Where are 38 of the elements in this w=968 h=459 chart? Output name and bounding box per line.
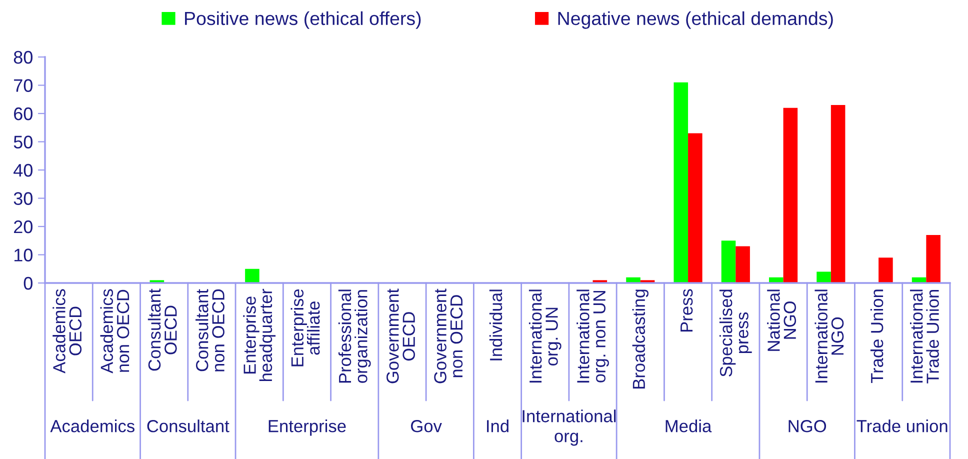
x-tick-label: Consultant OECD (148, 288, 177, 371)
x-tick-label: Broadcasting (632, 290, 648, 388)
x-tick-label: Trade Union (870, 290, 884, 384)
text: Ind (487, 420, 508, 432)
text: Academics (50, 420, 134, 432)
legend-label: Positive news (ethical offers) (185, 11, 421, 29)
text: International org. (522, 410, 616, 446)
x-tick-label: Enterprise headquarter (243, 288, 276, 381)
y-tick-label: 50 (14, 136, 32, 148)
y-tick-label: 80 (14, 50, 32, 64)
text: Consultant (147, 420, 230, 432)
y-tick-label: 0 (24, 276, 32, 290)
y-tick-label: 10 (14, 248, 32, 262)
x-tick-label: Press (680, 289, 693, 332)
y-tick-label: 20 (14, 220, 32, 234)
x-tick-label: Academics OECD (52, 289, 82, 374)
y-tick-label: 30 (14, 192, 32, 205)
text: Media (666, 420, 712, 432)
x-tick-label: Academics non OECD (100, 289, 130, 374)
x-tick-label: International org. non UN (576, 290, 609, 382)
x-tick-label: Individual (489, 290, 502, 360)
text: Enterprise (268, 420, 346, 436)
x-tick-label: International org. UN (528, 290, 562, 382)
legend-label: Negative news (ethical demands) (558, 11, 833, 29)
y-tick-label: 70 (14, 79, 32, 92)
x-tick-label: International Trade Union (910, 290, 939, 384)
x-tick-label: Specialised press (719, 290, 752, 377)
x-tick-label: Consultant non OECD (196, 289, 224, 372)
y-tick-label: 40 (14, 164, 32, 177)
x-tick-label: Government non OECD (434, 288, 463, 384)
text: NGO (788, 420, 826, 432)
text: Trade union (856, 420, 948, 432)
text: Gov (411, 420, 442, 432)
y-tick-label: 60 (14, 107, 32, 120)
x-tick-label: Enterprise affiliate (290, 289, 320, 366)
x-tick-label: Professional organization (338, 290, 371, 383)
x-tick-label: Government OECD (386, 288, 415, 384)
x-tick-label: International NGO (814, 290, 844, 382)
